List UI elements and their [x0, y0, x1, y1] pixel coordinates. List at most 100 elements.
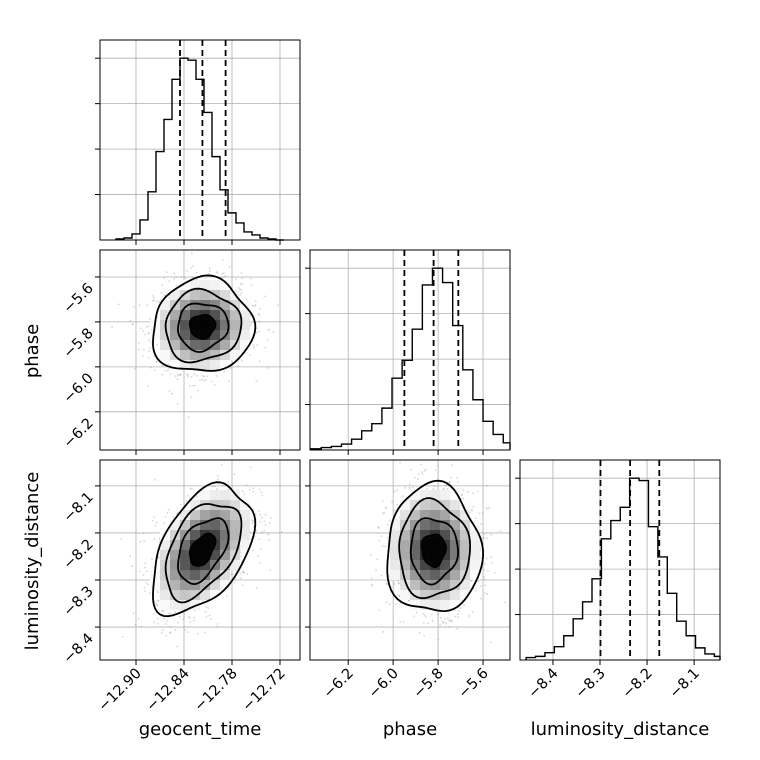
- sample-point: [143, 586, 146, 589]
- sample-point: [221, 484, 224, 487]
- density-cell: [390, 560, 400, 570]
- density-cell: [170, 290, 180, 300]
- sample-point: [272, 331, 275, 334]
- sample-point: [269, 569, 272, 571]
- density-cell: [400, 580, 410, 590]
- sample-point: [153, 621, 156, 624]
- density-cell: [440, 600, 450, 610]
- sample-point: [196, 278, 198, 281]
- density-cell: [420, 570, 430, 580]
- density-cell: [430, 580, 440, 590]
- contour-level-4: [152, 481, 257, 618]
- density-cell: [210, 330, 220, 340]
- sample-point: [477, 580, 480, 583]
- sample-point: [268, 538, 271, 541]
- sample-point: [405, 456, 407, 458]
- sample-point: [371, 583, 373, 586]
- sample-point: [173, 278, 176, 280]
- sample-point: [474, 517, 477, 520]
- sample-point: [252, 549, 254, 552]
- sample-point: [415, 611, 418, 614]
- density-cell: [180, 320, 190, 330]
- density-cell: [210, 280, 220, 290]
- sample-point: [421, 473, 424, 476]
- x-axis-label-luminosity-distance: luminosity_distance: [531, 719, 710, 740]
- density-cell: [170, 570, 180, 580]
- sample-point: [259, 513, 261, 516]
- density-cell: [170, 590, 180, 600]
- sample-point: [147, 385, 149, 387]
- density-cell: [220, 350, 230, 360]
- sample-point: [450, 476, 452, 479]
- sample-point: [468, 615, 471, 617]
- sample-point: [407, 599, 410, 602]
- sample-point: [456, 613, 459, 615]
- sample-point: [419, 463, 422, 466]
- sample-point: [446, 488, 448, 490]
- sample-point: [475, 589, 477, 592]
- x-tick-label: −8.1: [667, 666, 703, 702]
- y-tick-label: −8.1: [61, 489, 97, 525]
- contour-level-1: [188, 532, 217, 567]
- density-cell: [200, 290, 210, 300]
- sample-point: [393, 581, 396, 584]
- sample-point: [148, 350, 151, 352]
- sample-point: [143, 566, 146, 569]
- density-cell: [220, 580, 230, 590]
- sample-point: [176, 645, 179, 648]
- sample-point: [203, 631, 206, 634]
- sample-point: [153, 478, 156, 481]
- sample-point: [385, 583, 388, 586]
- density-cell: [200, 340, 210, 350]
- sample-point: [423, 622, 425, 624]
- sample-point: [151, 558, 153, 561]
- density-cell: [240, 310, 250, 320]
- density-cell: [440, 520, 450, 530]
- sample-point: [190, 375, 193, 378]
- density-cells: [390, 490, 480, 610]
- sample-point: [388, 519, 391, 522]
- density-cell: [160, 580, 170, 590]
- density-cell: [460, 510, 470, 520]
- density-cell: [470, 560, 480, 570]
- density-cell: [390, 520, 400, 530]
- density-cell: [390, 550, 400, 560]
- sample-point: [165, 271, 168, 274]
- sample-point: [484, 584, 487, 587]
- density-cell: [210, 350, 220, 360]
- sample-point: [381, 500, 384, 502]
- sample-point: [201, 600, 204, 602]
- sample-point: [163, 294, 166, 297]
- contour-level-1: [420, 533, 447, 569]
- sample-point: [384, 545, 387, 548]
- sample-point: [168, 625, 171, 628]
- sample-point: [466, 490, 469, 493]
- density-cell: [220, 550, 230, 560]
- sample-point: [391, 500, 393, 503]
- x-tick-label: −12.72: [240, 666, 289, 715]
- density-cell: [220, 320, 230, 330]
- density-cell: [170, 580, 180, 590]
- sample-point: [267, 533, 269, 536]
- density-cell: [190, 280, 200, 290]
- sample-point: [430, 613, 433, 616]
- sample-point: [382, 630, 385, 633]
- sample-point: [252, 490, 254, 493]
- sample-point: [446, 617, 449, 620]
- sample-point: [455, 476, 458, 479]
- y-tick-label: −8.4: [61, 631, 97, 667]
- sample-point: [235, 278, 238, 281]
- density-cell: [160, 350, 170, 360]
- density-cell: [400, 540, 410, 550]
- density-cell: [160, 600, 170, 610]
- sample-point: [370, 577, 373, 580]
- sample-point: [233, 581, 236, 584]
- density-cell: [180, 360, 190, 370]
- density-cell: [190, 590, 200, 600]
- sample-point: [176, 374, 179, 376]
- density-cell: [190, 580, 200, 590]
- sample-point: [385, 507, 388, 510]
- sample-point: [393, 509, 396, 512]
- density-cell: [190, 340, 200, 350]
- sample-point: [448, 481, 451, 483]
